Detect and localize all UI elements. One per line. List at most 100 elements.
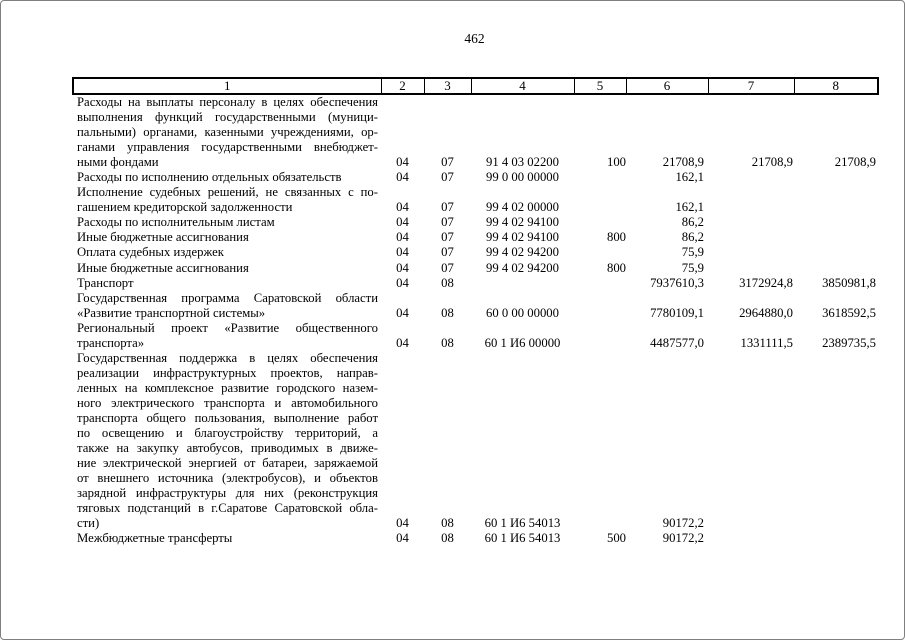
name-line: ными фондами <box>77 155 159 170</box>
column-header-6: 6 <box>625 77 709 95</box>
name-line: транспорта общего пользования, выполнени… <box>77 410 378 425</box>
cell-c2: 04 <box>396 230 409 245</box>
cell-c4: 99 0 00 00000 <box>486 170 559 185</box>
cell-c2: 04 <box>396 215 409 230</box>
cell-name: Государственная поддержка в целях обеспе… <box>73 351 381 532</box>
name-line: зарядной инфраструктуры для них (реконст… <box>77 486 378 501</box>
table-row: Межбюджетные трансферты 04 08 60 1 И6 54013… <box>73 531 878 546</box>
cell-c6: 86,2 <box>681 215 704 230</box>
cell-c5 <box>574 321 626 351</box>
cell-c7 <box>708 531 794 546</box>
table-row: Региональный проект «Развитие общественн… <box>73 321 878 351</box>
name-line: ние электрической энергией от батареи, з… <box>77 456 378 471</box>
name-line: сти) <box>77 516 100 531</box>
cell-name: Исполнение судебных решений, не связанны… <box>73 185 381 215</box>
cell-c8 <box>794 230 878 245</box>
name-line: также на закупку автобусов, приводимых в… <box>77 441 378 456</box>
cell-c4 <box>471 276 574 291</box>
cell-c2: 04 <box>396 275 409 290</box>
cell-c8 <box>794 185 878 215</box>
cell-c3: 07 <box>441 200 454 215</box>
cell-c6: 75,9 <box>681 245 704 260</box>
cell-c7: 2964880,0 <box>739 305 793 320</box>
cell-c7 <box>708 170 794 185</box>
cell-c6: 162,1 <box>675 200 704 215</box>
name-line: «Развитие транспортной системы» <box>77 305 266 320</box>
cell-c5: 800 <box>606 230 626 245</box>
cell-name: Иные бюджетные ассигнования <box>73 261 381 276</box>
cell-name: Иные бюджетные ассигнования <box>73 230 381 245</box>
name-line: от внешнего источника (электробусов), и … <box>77 471 378 486</box>
cell-c4: 99 4 02 00000 <box>486 200 559 215</box>
cell-c4: 91 4 03 02200 <box>486 155 559 170</box>
name-line: Государственная поддержка в целях обеспе… <box>77 350 378 365</box>
name-line: ганами управления государственными внебю… <box>77 140 378 155</box>
cell-c7: 21708,9 <box>751 155 793 170</box>
cell-c2: 04 <box>396 200 409 215</box>
table-row: Транспорт 04 08 7937610,3 3172924,8 3850981,8 <box>73 276 878 291</box>
cell-c6: 162,1 <box>675 170 704 185</box>
cell-c3: 08 <box>441 531 454 546</box>
column-header-3: 3 <box>423 77 472 95</box>
cell-c3: 08 <box>441 516 454 531</box>
cell-c6: 4487577,0 <box>650 335 704 350</box>
cell-c7: 3172924,8 <box>739 275 793 290</box>
cell-c8 <box>794 215 878 230</box>
cell-c5: 100 <box>606 155 626 170</box>
cell-c3: 07 <box>441 260 454 275</box>
cell-c2: 04 <box>396 245 409 260</box>
table-row: Оплата судебных издержек 04 07 99 4 02 9420… <box>73 245 878 260</box>
cell-name: Оплата судебных издержек <box>73 245 381 260</box>
cell-c6: 86,2 <box>681 230 704 245</box>
column-header-5: 5 <box>573 77 627 95</box>
cell-c4: 60 0 00 00000 <box>486 305 559 320</box>
cell-c7: 1331111,5 <box>740 335 793 350</box>
cell-name: Государственная программа Саратовской об… <box>73 291 381 321</box>
table-row: Иные бюджетные ассигнования 04 07 99 4 02 9… <box>73 261 878 276</box>
name-line: пальными) органами, казенными учреждения… <box>77 125 378 140</box>
cell-c2: 04 <box>396 155 409 170</box>
name-line: Оплата судебных издержек <box>77 245 224 260</box>
cell-c7 <box>708 261 794 276</box>
name-line: Государственная программа Саратовской об… <box>77 290 378 305</box>
column-header-2: 2 <box>380 77 425 95</box>
table-body: Расходы на выплаты персоналу в целях обе… <box>73 94 878 546</box>
cell-c8 <box>794 531 878 546</box>
table-row: Расходы по исполнению отдельных обязател… <box>73 170 878 185</box>
cell-c5 <box>574 245 626 260</box>
cell-c2: 04 <box>396 260 409 275</box>
name-line: Иные бюджетные ассигнования <box>77 230 249 245</box>
cell-c3: 08 <box>441 335 454 350</box>
cell-c5 <box>574 291 626 321</box>
cell-c4: 60 1 И6 54013 <box>484 531 561 546</box>
cell-c2: 04 <box>396 516 409 531</box>
name-line: гашением кредиторской задолженности <box>77 200 293 215</box>
name-line: ного электрического транспорта и автомоб… <box>77 395 378 410</box>
cell-c8: 21708,9 <box>834 155 876 170</box>
name-line: выполнения функций государственными (мун… <box>77 110 378 125</box>
table-row: Исполнение судебных решений, не связанны… <box>73 185 878 215</box>
name-line: транспорта» <box>77 335 145 350</box>
name-line: реализации инфраструктурных проектов, на… <box>77 365 378 380</box>
name-line: Транспорт <box>77 275 134 290</box>
cell-c3: 07 <box>441 230 454 245</box>
cell-c5: 800 <box>606 260 626 275</box>
cell-c4: 99 4 02 94100 <box>486 215 559 230</box>
table-row: Иные бюджетные ассигнования 04 07 99 4 02 9… <box>73 230 878 245</box>
cell-c7 <box>708 245 794 260</box>
cell-c4: 99 4 02 94200 <box>486 245 559 260</box>
cell-c7 <box>708 185 794 215</box>
name-line: Иные бюджетные ассигнования <box>77 260 249 275</box>
cell-c8 <box>794 351 878 532</box>
cell-c4: 60 1 И6 54013 <box>484 516 561 531</box>
cell-c5 <box>574 215 626 230</box>
cell-c5 <box>574 185 626 215</box>
name-line: Расходы на выплаты персоналу в целях обе… <box>77 95 378 109</box>
cell-c2: 04 <box>396 531 409 546</box>
cell-c8: 2389735,5 <box>822 335 876 350</box>
cell-c5 <box>574 170 626 185</box>
cell-c8 <box>794 170 878 185</box>
cell-c3: 07 <box>441 245 454 260</box>
cell-c5 <box>574 276 626 291</box>
